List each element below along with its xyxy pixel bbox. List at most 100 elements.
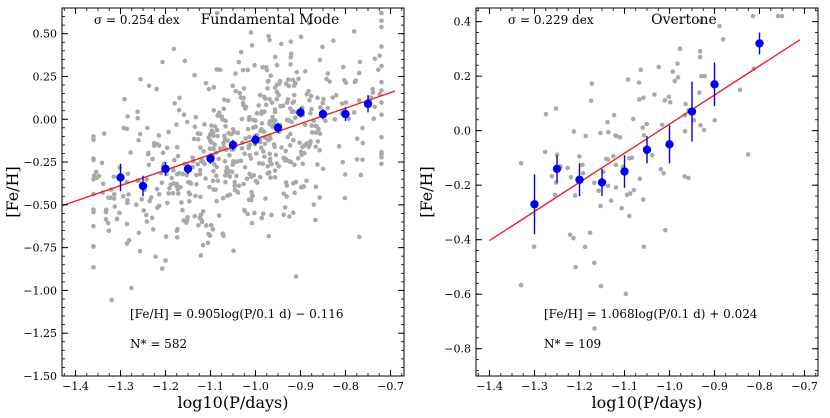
scatter-point [248, 30, 254, 35]
scatter-point [126, 192, 131, 197]
scatter-point [111, 174, 116, 179]
scatter-point [290, 137, 296, 143]
scatter-point [320, 166, 326, 172]
scatter-point [205, 240, 211, 246]
binned-point [530, 200, 539, 209]
scatter-point [343, 80, 349, 85]
scatter-point [213, 187, 218, 192]
scatter-point [293, 274, 299, 279]
scatter-point [221, 233, 226, 239]
scatter-point [251, 173, 257, 178]
scatter-point [209, 123, 214, 128]
scatter-point [213, 173, 219, 178]
scatter-point [342, 172, 348, 177]
scatter-point [240, 67, 246, 73]
scatter-point [135, 109, 140, 114]
scatter-point [249, 220, 255, 226]
scatter-point [285, 134, 291, 140]
scatter-point [357, 59, 363, 65]
scatter-point [598, 283, 604, 289]
scatter-point [220, 117, 225, 122]
scatter-point [235, 130, 241, 136]
scatter-point [262, 154, 267, 159]
scatter-point [279, 41, 284, 47]
x-tick-label: −1.3 [521, 380, 548, 393]
scatter-point [260, 64, 265, 70]
x-tick-label: −1.1 [611, 380, 638, 393]
scatter-point [320, 44, 325, 50]
scatter-point [252, 210, 257, 216]
sigma-label: σ = 0.254 dex [94, 13, 180, 27]
scatter-point [531, 244, 537, 249]
scatter-point [236, 183, 242, 189]
scatter-point [239, 146, 245, 151]
scatter-point [325, 105, 331, 111]
scatter-point [592, 326, 597, 331]
scatter-point [293, 179, 299, 185]
scatter-point [358, 172, 364, 178]
y-axis-label: [Fe/H] [3, 166, 22, 218]
scatter-point [211, 133, 216, 139]
scatter-point [197, 131, 203, 137]
scatter-point [144, 177, 149, 182]
scatter-point [227, 174, 233, 179]
scatter-point [608, 198, 614, 203]
scatter-point [638, 67, 644, 73]
scatter-point [617, 135, 623, 140]
scatter-point [246, 134, 252, 140]
scatter-point [351, 29, 357, 34]
x-tick-label: −1.0 [656, 380, 683, 393]
scatter-point [666, 94, 672, 100]
scatter-point [106, 195, 111, 200]
scatter-point [360, 140, 366, 146]
scatter-point [282, 205, 288, 210]
scatter-point [315, 95, 320, 101]
binned-point [597, 178, 607, 187]
n-stars-label: N* = 109 [544, 337, 601, 351]
scatter-point [659, 122, 665, 128]
scatter-point [302, 122, 308, 128]
binned-point [575, 175, 584, 184]
scatter-point [323, 118, 328, 123]
scatter-point [201, 149, 206, 154]
scatter-point [649, 152, 655, 158]
scatter-point [267, 97, 272, 102]
scatter-point [737, 87, 743, 93]
scatter-point [172, 101, 177, 106]
scatter-point [372, 104, 377, 110]
scatter-point [222, 158, 228, 164]
y-tick-label: −0.6 [444, 288, 471, 301]
scatter-point [354, 157, 360, 162]
scatter-point [259, 109, 265, 114]
scatter-point [283, 81, 289, 87]
y-tick-label: −0.50 [23, 199, 57, 212]
scatter-point [221, 140, 226, 146]
scatter-point [216, 213, 222, 218]
scatter-point [613, 162, 619, 168]
scatter-point [686, 175, 691, 181]
scatter-point [296, 76, 301, 82]
scatter-point [217, 67, 223, 73]
scatter-point [333, 92, 339, 98]
scatter-point [379, 18, 384, 23]
scatter-point [153, 254, 158, 259]
scatter-point [154, 205, 160, 211]
scatter-point [150, 156, 155, 162]
scatter-point [230, 127, 236, 132]
scatter-point [272, 107, 278, 112]
scatter-point [281, 212, 287, 218]
scatter-point [641, 133, 647, 138]
scatter-point [291, 83, 297, 88]
scatter-point [270, 114, 275, 120]
scatter-point [598, 203, 603, 209]
scatter-point [775, 13, 781, 19]
scatter-point [265, 163, 271, 169]
scatter-point [242, 151, 247, 156]
scatter-point [235, 159, 240, 164]
scatter-point [619, 205, 624, 211]
scatter-point [379, 88, 384, 93]
scatter-point [269, 161, 274, 167]
scatter-point [254, 111, 260, 116]
scatter-point [206, 231, 211, 237]
scatter-point [356, 98, 362, 103]
